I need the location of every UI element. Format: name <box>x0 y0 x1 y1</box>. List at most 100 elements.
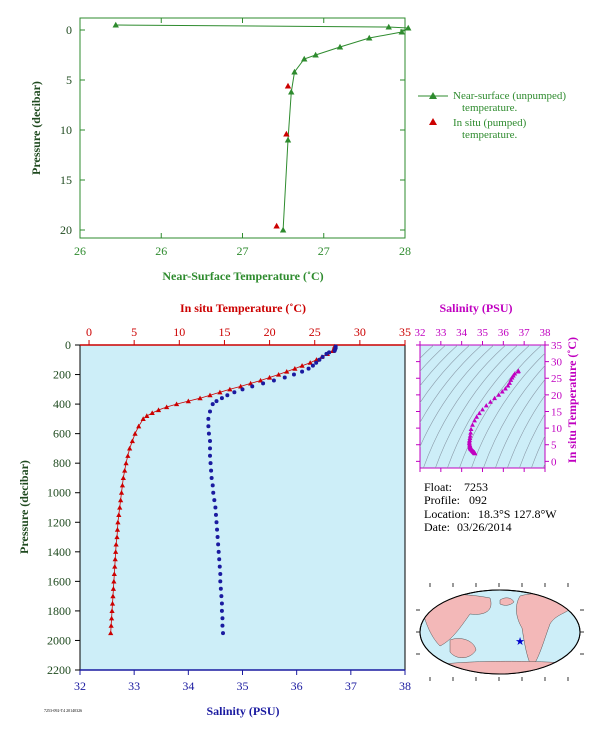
temperature-point <box>266 374 273 380</box>
salinity-point <box>216 549 221 554</box>
temperature-point <box>110 593 116 599</box>
temperature-point <box>185 398 191 404</box>
temperature-x-tick-label: 5 <box>131 325 137 339</box>
temperature-point <box>299 363 305 368</box>
legend-near-surface-label-1: Near-surface (unpumped) <box>453 90 566 102</box>
temperature-point <box>112 556 118 562</box>
salinity-point <box>240 387 245 392</box>
profile-y-tick-label: 1000 <box>47 486 71 500</box>
near-surface-point <box>284 136 292 143</box>
near-surface-point <box>288 88 295 95</box>
salinity-x-tick-label: 34 <box>182 679 194 693</box>
density-contour-line <box>420 345 471 404</box>
profile-top-x-label: In situ Temperature (˚C) <box>180 301 306 315</box>
near-surface-x-label: Near-Surface Temperature (˚C) <box>162 269 323 283</box>
profile-y-tick-label: 2200 <box>47 663 71 677</box>
profile-plot-frame <box>79 344 406 671</box>
ts-points <box>466 368 521 456</box>
salinity-point <box>320 354 325 359</box>
profile-y-tick-label: 1200 <box>47 515 71 529</box>
salinity-point <box>206 416 211 421</box>
temperature-point <box>227 386 233 392</box>
near-surface-y-tick-label: 20 <box>60 223 72 237</box>
ts-x-tick-label: 35 <box>477 327 489 339</box>
salinity-point <box>215 535 220 540</box>
temperature-point <box>114 527 121 532</box>
near-surface-y-tick-label: 5 <box>66 73 72 87</box>
salinity-point <box>206 431 211 436</box>
salinity-point <box>210 402 215 407</box>
temperature-point <box>113 549 119 554</box>
ts-point <box>483 403 489 408</box>
in-situ-point <box>283 130 290 137</box>
ts-diagram: 32 33 34 35 36 37 38 0 5 10 15 20 25 30 35 Salinity (P… <box>415 301 579 472</box>
profile-y-tick-label: 400 <box>53 397 71 411</box>
salinity-point <box>214 399 219 404</box>
near-surface-y-tick-label: 0 <box>66 23 72 37</box>
ts-y-label: In situ Temperature (˚C) <box>565 337 579 463</box>
density-contour-line <box>420 345 483 424</box>
near-surface-point <box>112 21 119 28</box>
salinity-point <box>300 369 305 374</box>
ts-point <box>470 422 475 427</box>
salinity-point <box>225 393 230 398</box>
temperature-point <box>125 453 131 458</box>
salinity-point <box>218 586 223 591</box>
salinity-point <box>217 564 222 569</box>
temperature-point <box>164 404 170 410</box>
ts-axes: 32 33 34 35 36 37 38 0 5 10 15 20 25 30 35 <box>415 327 563 472</box>
temperature-point <box>257 377 264 383</box>
near-surface-x-tick-label: 28 <box>399 244 411 258</box>
ts-y-tick-label: 5 <box>551 440 557 452</box>
density-contour-line <box>519 413 545 468</box>
density-contour-line <box>507 394 545 468</box>
temperature-point <box>111 571 117 577</box>
near-surface-series <box>112 21 412 233</box>
ts-point <box>507 380 512 385</box>
temperature-point <box>117 504 123 510</box>
salinity-x-tick-label: 37 <box>345 679 357 693</box>
salinity-point <box>208 439 212 444</box>
in-situ-point <box>284 82 292 89</box>
ts-point <box>468 430 474 435</box>
near-surface-point <box>398 28 405 35</box>
temperature-point <box>149 410 155 416</box>
temperature-point <box>238 383 244 389</box>
density-contour-line <box>471 352 545 468</box>
profile-y-tick-label: 200 <box>53 368 71 382</box>
temperature-x-tick-label: 25 <box>309 325 321 339</box>
footer-code: 7253-092-T4 20140326 <box>44 708 82 713</box>
ts-point <box>467 435 473 441</box>
profile-value: 092 <box>469 493 487 507</box>
map-ticks <box>416 583 584 681</box>
salinity-point <box>213 505 218 510</box>
temperature-point <box>144 413 150 418</box>
ts-point <box>474 414 480 419</box>
temperature-point <box>118 490 125 495</box>
salinity-point <box>209 468 214 473</box>
salinity-point <box>219 594 224 599</box>
salinity-point <box>208 453 212 458</box>
temperature-point <box>109 608 115 613</box>
temperature-point <box>118 497 124 503</box>
temperature-point <box>116 512 122 517</box>
temperature-point <box>109 600 116 606</box>
near-surface-point <box>291 68 298 75</box>
temperature-x-tick-label: 30 <box>354 325 366 339</box>
date-label: Date: <box>424 520 450 534</box>
near-surface-y-tick-label: 10 <box>60 123 72 137</box>
profile-y-tick-label: 1800 <box>47 604 71 618</box>
location-value: 18.3°S 127.8°W <box>478 507 557 521</box>
temperature-point <box>129 438 135 444</box>
ts-x-tick-label: 36 <box>498 327 510 339</box>
near-surface-point <box>405 24 412 31</box>
float-label: Float: <box>424 480 452 494</box>
near-surface-point <box>366 34 373 41</box>
temperature-point <box>217 389 223 395</box>
salinity-point <box>332 348 337 353</box>
temperature-point <box>108 630 114 636</box>
salinity-point <box>212 498 217 503</box>
ts-y-tick-label: 35 <box>551 340 563 352</box>
profile-chart: 0 5 10 15 20 25 30 35 32 33 34 35 36 37 38 0 200 400 600 80… <box>17 301 411 718</box>
temperature-point <box>113 541 119 547</box>
